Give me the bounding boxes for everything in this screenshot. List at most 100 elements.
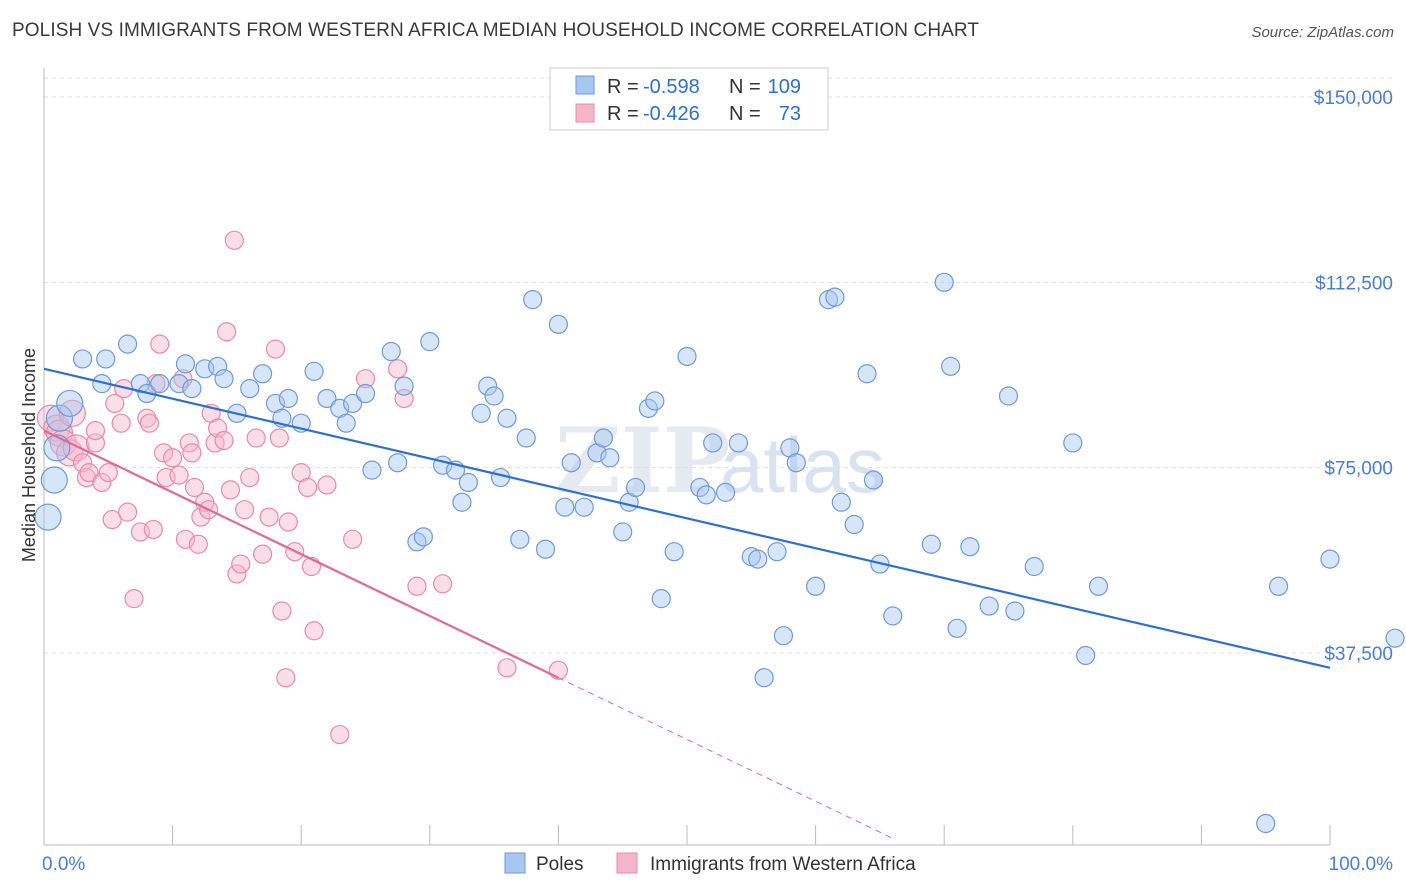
western-africa-point-66 (497, 658, 517, 678)
poles-point-14 (182, 378, 202, 399)
western-africa-point-49 (269, 428, 289, 448)
western-africa-point-58 (317, 475, 337, 495)
poles-point-47 (510, 529, 530, 549)
western-africa-point-18 (137, 408, 157, 428)
poles-point-58 (613, 522, 633, 542)
western-africa-point-19 (139, 413, 160, 433)
western-africa-point-41 (227, 564, 247, 584)
poles-point-102 (1385, 628, 1405, 648)
western-africa-point-59 (330, 724, 350, 745)
western-africa-point-64 (407, 576, 427, 596)
poles-point-30 (355, 383, 376, 404)
poles-point-4 (56, 389, 84, 418)
western-africa-point-37 (214, 430, 234, 451)
western-africa-point-42 (231, 554, 251, 574)
bottom-legend-western-africa: Immigrants from Western Africa (650, 854, 916, 875)
poles-point-32 (381, 341, 401, 362)
poles-point-101 (1320, 549, 1340, 569)
trend-lines (43, 367, 1331, 839)
legend-swatch-western-africa (575, 103, 595, 123)
poles-point-77 (786, 453, 806, 473)
legend-swatch-poles (575, 75, 595, 95)
poles-point-33 (388, 453, 408, 473)
poles-point-87 (921, 534, 941, 554)
western-africa-point-15 (117, 502, 138, 522)
poles-point-48 (516, 428, 536, 448)
poles-point-70 (728, 433, 749, 453)
poles-point-60 (625, 477, 646, 498)
legend-r-label-1: R = (607, 76, 639, 98)
poles-point-34 (394, 376, 414, 396)
western-africa-point-55 (298, 477, 318, 498)
poles-point-25 (304, 361, 324, 381)
poles-point-84 (863, 470, 884, 490)
poles-point-26 (317, 388, 337, 409)
chart-title: POLISH VS IMMIGRANTS FROM WESTERN AFRICA… (12, 20, 980, 41)
poles-point-44 (484, 386, 504, 406)
poles-point-31 (362, 460, 382, 480)
legend-n-value-1: 109 (768, 76, 801, 98)
western-africa-point-22 (153, 443, 174, 463)
western-africa-point-43 (235, 500, 255, 520)
poles-point-68 (703, 433, 723, 453)
poles-point-20 (253, 364, 273, 384)
poles-point-8 (117, 334, 138, 354)
poles-point-50 (535, 539, 556, 559)
western-africa-point-8 (79, 463, 99, 483)
poles-point-43 (478, 376, 498, 396)
western-africa-point-51 (276, 668, 296, 688)
trend-line-poles (43, 367, 1331, 669)
western-africa-point-24 (163, 448, 183, 468)
western-africa-point-68 (85, 421, 106, 441)
poles-point-9 (130, 374, 151, 394)
poles-point-13 (175, 354, 196, 374)
western-africa-point-7 (76, 467, 97, 488)
source-credit: Source: ZipAtlas.com (1251, 24, 1394, 41)
poles-point-100 (1268, 576, 1289, 596)
western-africa-point-13 (105, 393, 125, 414)
western-africa-point-60 (343, 529, 363, 549)
y-axis-label: Median Household Income (19, 348, 39, 562)
western-africa-point-10 (92, 472, 112, 493)
trend-line-western-africa (43, 429, 559, 679)
poles-point-86 (883, 606, 903, 626)
poles-point-5 (72, 349, 93, 369)
western-africa-point-12 (102, 509, 122, 530)
poles-point-62 (645, 391, 665, 411)
western-africa-point-48 (265, 339, 286, 359)
bottom-legend-poles: Poles (536, 854, 584, 875)
western-africa-point-62 (388, 359, 408, 379)
western-africa-point-16 (124, 589, 144, 609)
western-africa-point-21 (150, 334, 170, 354)
poles-point-56 (593, 428, 614, 448)
poles-point-94 (1005, 601, 1025, 621)
western-africa-point-44 (240, 467, 260, 488)
series-western-africa-points (36, 230, 569, 745)
poles-point-28 (336, 413, 356, 433)
poles-point-63 (651, 589, 671, 609)
poles-point-29 (343, 393, 363, 414)
legend-n-label-2: N = (729, 103, 761, 125)
poles-point-37 (420, 332, 440, 352)
poles-point-49 (523, 290, 543, 310)
y-tick-label-2: $112,500 (1315, 273, 1393, 294)
poles-point-67 (696, 485, 716, 505)
poles-point-64 (664, 542, 684, 562)
poles-point-91 (960, 537, 980, 557)
western-africa-point-25 (169, 465, 189, 485)
legend-box (549, 67, 829, 131)
bottom-legend-swatch-western-africa (616, 852, 638, 874)
western-africa-point-29 (184, 477, 205, 498)
western-africa-point-28 (182, 443, 202, 463)
western-africa-point-11 (98, 463, 118, 483)
y-tick-label-0: $37,500 (1324, 644, 1393, 665)
poles-point-72 (748, 549, 768, 569)
poles-point-98 (1088, 576, 1109, 596)
western-africa-point-52 (278, 512, 298, 532)
western-africa-point-50 (272, 601, 292, 621)
poles-point-41 (458, 472, 478, 493)
poles-point-57 (600, 448, 620, 468)
western-africa-point-38 (217, 322, 237, 342)
poles-point-69 (715, 482, 736, 502)
